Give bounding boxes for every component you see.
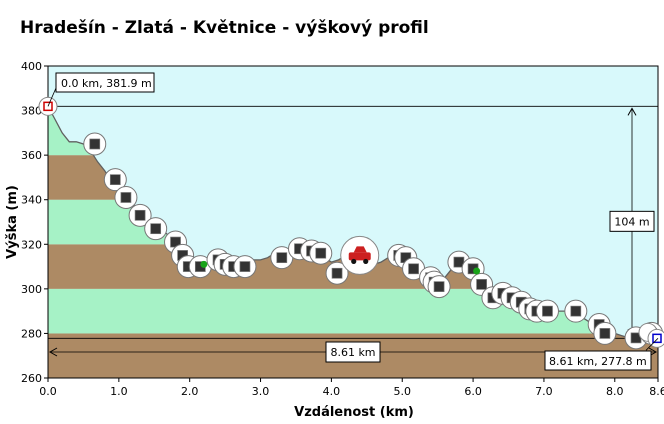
waypoint-icon [570, 305, 582, 317]
waypoint-icon [89, 138, 101, 150]
green-point [200, 260, 208, 268]
x-tick-label: 5.0 [393, 385, 411, 398]
waypoint-icon [109, 174, 121, 186]
total-distance-label: 8.61 km [330, 346, 375, 359]
y-tick-label: 300 [21, 283, 42, 296]
x-tick-label: 7.0 [535, 385, 553, 398]
waypoint-icon [476, 279, 487, 290]
arrow-left [48, 347, 58, 357]
waypoint-icon [315, 247, 327, 259]
car-body [348, 252, 371, 261]
waypoint-icon [408, 263, 419, 275]
green-point [473, 267, 481, 275]
x-tick-label: 8.0 [606, 385, 624, 398]
x-tick-label: 0.0 [39, 385, 57, 398]
elevation-difference-label: 104 m [614, 215, 649, 228]
y-tick-label: 320 [21, 238, 42, 251]
x-tick-label: 2.0 [181, 385, 199, 398]
start-label-box [55, 72, 155, 93]
x-tick-label: 3.0 [252, 385, 270, 398]
x-tick-label: 4.0 [323, 385, 341, 398]
arrow-up [627, 107, 637, 116]
total-distance-box [325, 341, 381, 363]
y-tick-label: 260 [21, 372, 42, 385]
waypoint-icon [542, 305, 553, 317]
end-label-box [544, 350, 652, 371]
start-label-leader [47, 87, 57, 107]
x-tick-label: 6.0 [464, 385, 482, 398]
y-tick-label: 340 [21, 194, 42, 207]
plot-border [47, 65, 659, 379]
car-wheel [351, 258, 357, 265]
end-label-leader [645, 338, 659, 351]
elevation-difference-box [609, 210, 655, 232]
y-tick-label: 380 [21, 105, 42, 118]
waypoint-icon [134, 209, 146, 221]
car-roof [353, 246, 367, 253]
plot-area: 260 280 300 320 340 360 380 400 0.0 1.0 2.0 3.0 4.0 5… [21, 60, 664, 398]
waypoint-icon [120, 192, 132, 203]
waypoint-icon [239, 261, 251, 272]
car-icon [348, 246, 371, 265]
waypoint-icon [276, 252, 288, 264]
waypoint-icon [599, 328, 611, 339]
y-tick-label: 280 [21, 327, 42, 340]
car-wheel [363, 258, 369, 265]
end-label: 8.61 km, 277.8 m [549, 355, 647, 368]
x-tick-label: 1.0 [110, 385, 128, 398]
waypoint-icon [150, 223, 162, 235]
waypoint-icon [433, 281, 445, 292]
x-tick-label: 8.6 [649, 385, 664, 398]
waypoint-icon [331, 267, 343, 279]
start-label: 0.0 km, 381.9 m [61, 77, 152, 90]
chart-title: Hradešín - Zlatá - Květnice - výškový pr… [20, 18, 429, 38]
end-flag-icon [652, 333, 662, 344]
y-axis-label: Výška (m) [5, 185, 20, 259]
y-tick-label: 360 [21, 149, 42, 162]
x-axis-label: Vzdálenost (km) [294, 405, 414, 420]
y-tick-label: 400 [21, 60, 42, 73]
